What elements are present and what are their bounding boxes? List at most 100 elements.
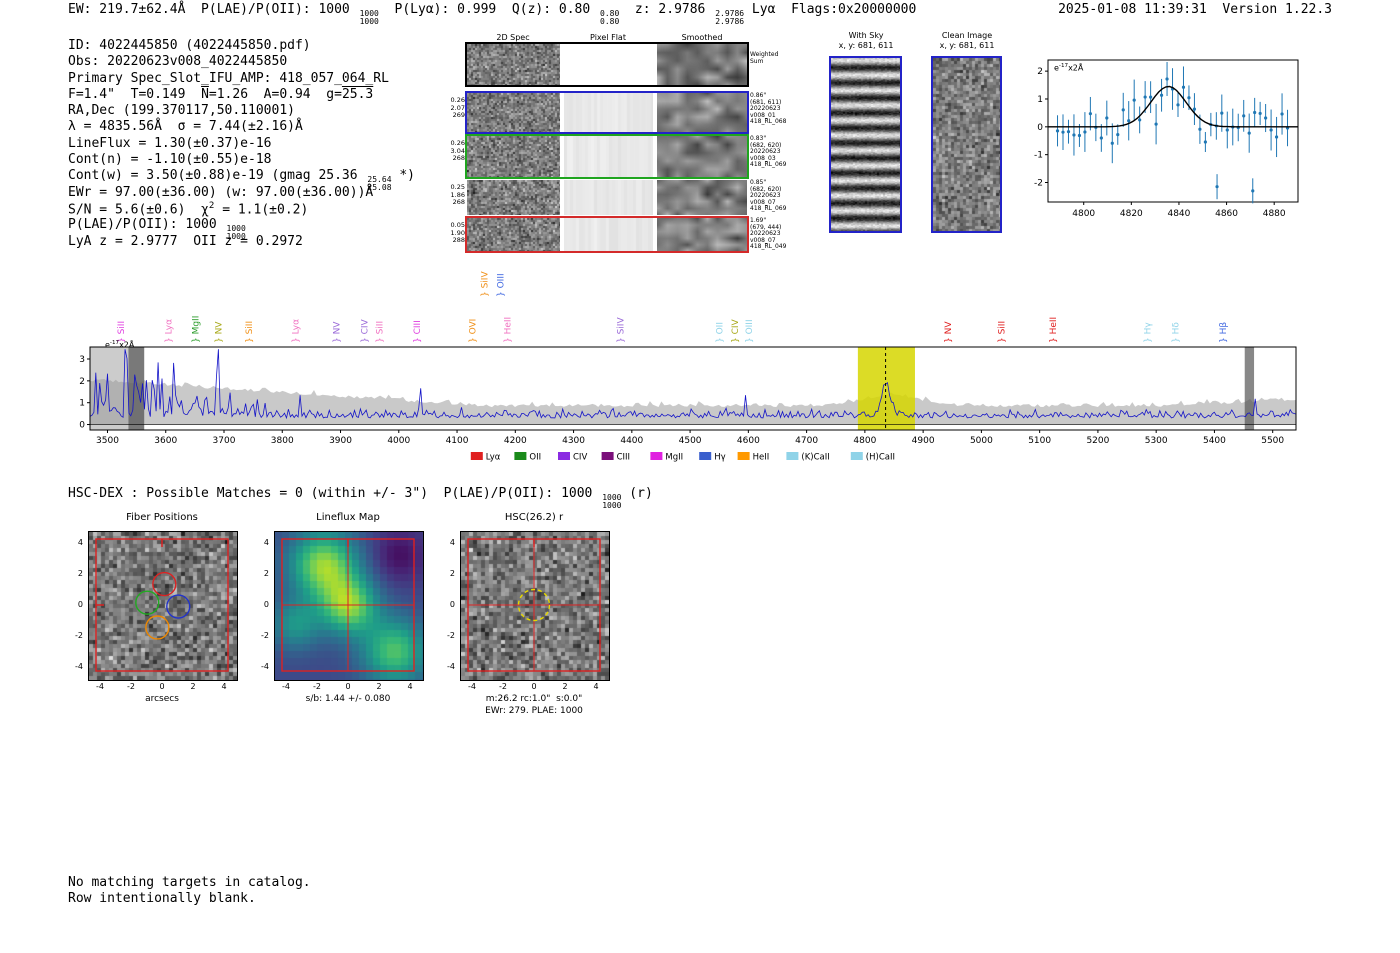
smoothed-cutout-2 <box>657 136 747 177</box>
panel-2-xtick: -2 <box>499 682 507 691</box>
hsc-aperture-caption: m:26.2 rc:1.0" s:0.0" <box>485 694 583 704</box>
svg-text:} NV: } NV <box>332 321 342 343</box>
footer-line-2: Row intentionally blank. <box>68 891 256 906</box>
header-timestamp-version: 2025-01-08 11:39:31 Version 1.22.3 <box>1058 2 1332 17</box>
svg-text:5200: 5200 <box>1086 436 1109 446</box>
pixelflat-cutout-2 <box>564 136 653 177</box>
smoothed-cutout-3 <box>657 180 747 215</box>
svg-text:} HeII: } HeII <box>1049 317 1059 343</box>
panel-1-ytick: 2 <box>263 569 269 578</box>
svg-text:} Lyα: } Lyα <box>165 319 175 343</box>
svg-text:} SiIV: } SiIV <box>617 317 627 343</box>
col-header-2dspec: 2D Spec <box>496 33 530 42</box>
fiber-cutout-grid: 2D Spec Pixel Flat Smoothed Weighted Sum 0… <box>440 30 800 260</box>
svg-text:} CIII: } CIII <box>413 320 423 343</box>
clean-image-title: Clean Image <box>941 31 993 40</box>
clean-image-coords: x, y: 681, 611 <box>939 41 995 50</box>
svg-text:HeII: HeII <box>753 453 770 463</box>
svg-text:3600: 3600 <box>154 436 177 446</box>
fiber-positions-image <box>88 531 238 681</box>
svg-text:OII: OII <box>529 453 541 463</box>
panel-2-ytick: 4 <box>449 538 455 547</box>
svg-text:5500: 5500 <box>1261 436 1284 446</box>
info-line-12: LyA z = 2.9777 OII z = 0.2972 <box>68 233 303 249</box>
info-line-5: λ = 4835.56Å σ = 7.44(±2.16)Å <box>68 119 303 135</box>
hsc-ew-plae-caption: EWr: 279. PLAE: 1000 <box>485 706 583 716</box>
pixelflat-cutout-0 <box>564 44 653 85</box>
svg-text:CIII: CIII <box>617 453 630 463</box>
svg-text:4400: 4400 <box>620 436 643 446</box>
panel-1-xtick: -2 <box>313 682 321 691</box>
pixelflat-cutout-1 <box>564 93 653 132</box>
svg-text:CIV: CIV <box>573 453 587 463</box>
svg-text:4900: 4900 <box>912 436 935 446</box>
panel-2-xtick: 2 <box>562 682 568 691</box>
svg-text:0: 0 <box>1037 123 1043 133</box>
emission-line-fit-plot: -2 -1 0 1 2 4800 4820 4840 4860 4880 <box>1034 59 1299 219</box>
panel-0-xtick: 2 <box>190 682 196 691</box>
info-line-7: Cont(n) = -1.10(±0.55)e-18 <box>68 152 272 168</box>
info-line-11: P(LAE)/P(OII): 1000 1000 1000 <box>68 217 246 241</box>
smoothed-cutout-0 <box>657 44 747 85</box>
spec2d-cutout-1 <box>467 93 560 132</box>
svg-text:-1: -1 <box>1034 151 1043 161</box>
svg-text:3: 3 <box>79 355 85 365</box>
svg-text:} Lyα: } Lyα <box>292 319 302 343</box>
hsc-cutout-title: HSC(26.2) r <box>504 512 564 523</box>
info-line-9: EWr = 97.00(±36.00) (w: 97.00(±36.00))Å <box>68 184 374 200</box>
svg-text:} SiII: } SiII <box>998 321 1008 343</box>
smoothed-cutout-1 <box>657 93 747 132</box>
svg-text:4840: 4840 <box>1167 209 1190 219</box>
info-line-0: ID: 4022445850 (4022445850.pdf) <box>68 38 311 53</box>
svg-text:} HeII: } HeII <box>504 317 514 343</box>
svg-text:(H)CaII: (H)CaII <box>866 453 895 463</box>
pixelflat-cutout-4 <box>564 218 653 251</box>
panel-1-ytick: -2 <box>261 631 269 640</box>
panel-0-xtick: 4 <box>221 682 227 691</box>
with-sky-image <box>829 56 902 233</box>
fiber-positions-title: Fiber Positions <box>126 512 198 523</box>
svg-text:} Hδ: } Hδ <box>1171 322 1181 343</box>
svg-text:4800: 4800 <box>1072 209 1095 219</box>
svg-text:} CIV: } CIV <box>360 318 370 343</box>
spec2d-cutout-2 <box>467 136 560 177</box>
cutout-row-2 <box>465 134 749 179</box>
panel-2-xtick: 4 <box>593 682 599 691</box>
svg-text:5400: 5400 <box>1203 436 1226 446</box>
svg-text:2: 2 <box>79 377 85 387</box>
svg-text:} Hβ: } Hβ <box>1219 322 1229 343</box>
col-header-pixelflat: Pixel Flat <box>590 33 626 42</box>
panel-0-ytick: 4 <box>77 538 83 547</box>
flux-units-label-spectrum: e-17x2Å <box>105 340 135 350</box>
fiber-weights-1: 0.26 2.07 269 <box>450 96 465 120</box>
panel-2-ytick: -2 <box>447 631 455 640</box>
col-header-smoothed: Smoothed <box>681 33 723 42</box>
svg-text:} CIV: } CIV <box>731 318 741 343</box>
catalog-match-header: HSC-DEX : Possible Matches = 0 (within +… <box>68 486 653 510</box>
svg-text:4500: 4500 <box>679 436 702 446</box>
svg-text:3900: 3900 <box>329 436 352 446</box>
svg-text:} OIII: } OIII <box>745 319 755 343</box>
svg-text:Lyα: Lyα <box>486 453 501 463</box>
panel-2-xtick: -4 <box>468 682 476 691</box>
spec2d-cutout-3 <box>467 180 560 215</box>
panel-2-xtick: 0 <box>531 682 537 691</box>
cutout-row-1 <box>465 91 749 134</box>
fiber-weights-2: 0.26 3.04 268 <box>450 139 465 163</box>
smoothed-cutout-4 <box>657 218 747 251</box>
panel-1-ytick: 4 <box>263 538 269 547</box>
svg-text:} Hγ: } Hγ <box>1143 322 1153 343</box>
panel-1-ytick: -4 <box>261 662 269 671</box>
svg-text:0: 0 <box>79 421 85 431</box>
svg-text:} NV: } NV <box>944 321 954 343</box>
panel-0-xtick: 0 <box>159 682 165 691</box>
full-spectrum-chart: 3500 3600 3700 3800 3900 4000 4100 4200 4300 4400… <box>79 262 1320 472</box>
lineflux-caption: s/b: 1.44 +/- 0.080 <box>305 694 391 704</box>
spec2d-cutout-4 <box>467 218 560 251</box>
info-line-1: Obs: 20220623v008_4022445850 <box>68 54 288 70</box>
panel-2-ytick: 0 <box>449 600 455 609</box>
info-line-3: F=1.4" T=0.149 N=1.26 A=0.94 g=25.3 <box>68 86 374 102</box>
clean-image <box>931 56 1002 233</box>
fiber-annotation-3: 0.85" (682, 620) 20220623 v008_07 418_RL_069 <box>750 179 787 213</box>
panel-1-xtick: 4 <box>407 682 413 691</box>
